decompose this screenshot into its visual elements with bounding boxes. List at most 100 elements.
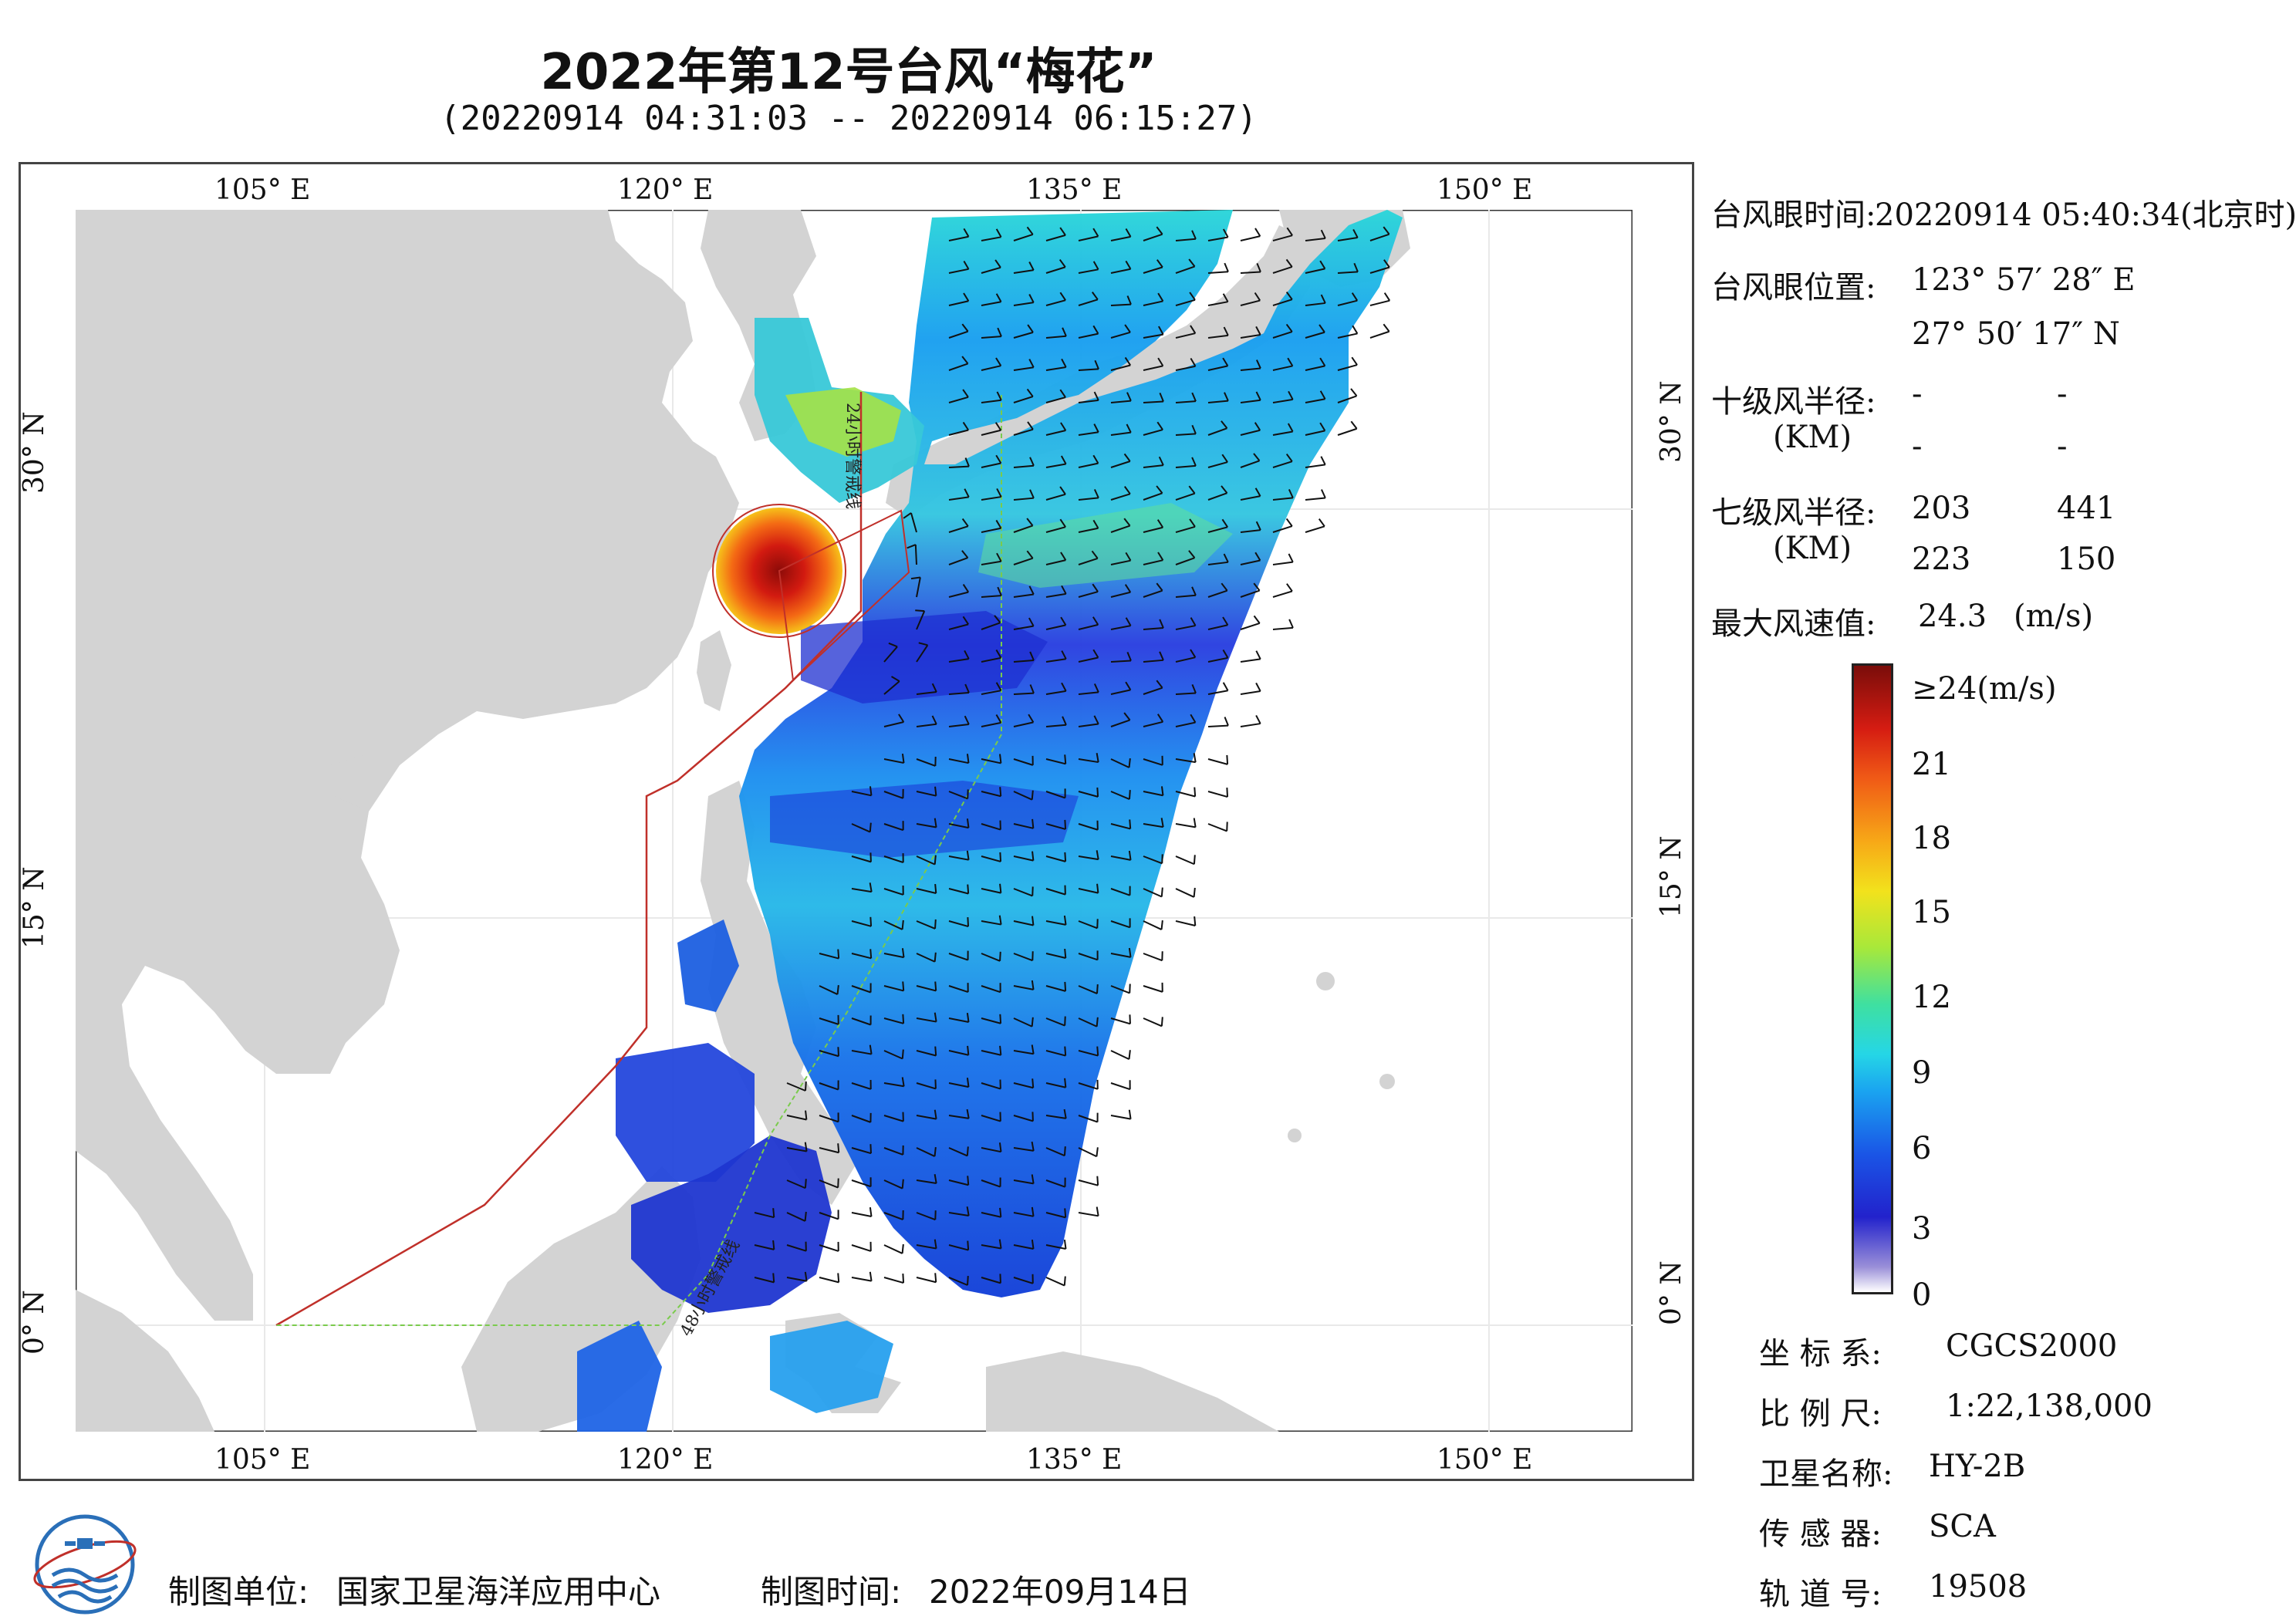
wind-barb (1272, 266, 1293, 274)
wind-barb (948, 623, 969, 630)
wind-barb-feather (1032, 851, 1035, 861)
wind-barb (981, 1212, 1001, 1218)
wind-barb-feather (1124, 356, 1132, 366)
wind-barb-feather (995, 357, 1002, 366)
wind-barb-feather (999, 1045, 1002, 1055)
wind-barb-feather (1254, 228, 1261, 237)
wind-barb (1078, 623, 1099, 630)
wind-barb-feather (1285, 453, 1293, 462)
wind-barb-feather (910, 576, 921, 580)
wind-barb-feather (869, 1206, 873, 1217)
wind-barb-feather (995, 454, 1002, 464)
land-sumatra (76, 1290, 214, 1432)
wind-barb-feather (1352, 228, 1359, 238)
wind-barb-feather (1189, 518, 1196, 528)
wind-barb (981, 527, 1001, 533)
wind-barb-feather (1221, 420, 1228, 429)
wind-barb (981, 399, 1001, 403)
wind-barb (819, 953, 839, 960)
wind-barb (819, 1179, 839, 1189)
wind-barb-feather (1029, 684, 1035, 693)
wind-barb-feather (1160, 818, 1164, 828)
wind-barb (1013, 233, 1034, 241)
wind-barb-feather (1221, 454, 1228, 463)
satellite-value: HY-2B (1929, 1449, 2026, 1484)
wind-barb (1013, 525, 1033, 533)
wind-barb (1110, 888, 1130, 896)
wind-barb-feather (869, 1271, 873, 1281)
wind-barb (883, 1082, 904, 1088)
wind-barb (1143, 720, 1163, 727)
wind-barb-feather (1129, 819, 1132, 829)
wind-barb (1207, 526, 1228, 533)
wind-barb-feather (1029, 489, 1035, 499)
wind-barb-feather (1223, 553, 1229, 563)
wind-barb (1045, 366, 1066, 371)
wind-barb (1175, 525, 1196, 533)
wind-barb (981, 336, 1002, 339)
wind-barb (1143, 888, 1163, 898)
wind-barb-feather (999, 787, 1002, 797)
wind-barb-feather (967, 884, 970, 894)
wind-barb (1240, 460, 1260, 468)
wind-barb-feather (901, 1077, 905, 1087)
wind-barb (1337, 271, 1359, 274)
wind-barb-feather (964, 715, 970, 725)
wind-barb (1013, 1179, 1034, 1185)
wind-barb (1110, 493, 1131, 501)
wind-barb (1175, 332, 1196, 339)
wind-barb-feather (1353, 262, 1359, 272)
wind-barb (851, 791, 872, 797)
wind-barb (883, 1115, 904, 1122)
wind-barb-feather (1255, 359, 1261, 369)
wind-barb-feather (1026, 518, 1034, 527)
wind-barb-feather (1188, 258, 1196, 268)
wind-barb (1110, 235, 1131, 241)
wind-barb (1110, 855, 1131, 861)
wind-barb (819, 1017, 839, 1025)
wind-barb-feather (901, 948, 905, 958)
wind-barb-feather (805, 1081, 807, 1092)
wind-barb (1272, 398, 1293, 403)
wind-barb (1045, 888, 1066, 896)
wind-barb (1272, 497, 1293, 501)
wind-barb-feather (1156, 259, 1163, 268)
wind-barb-feather (1092, 325, 1099, 335)
wind-barb-feather (1063, 1108, 1067, 1119)
wind-barb (1110, 461, 1131, 468)
wind-barb-feather (934, 855, 937, 865)
wind-barb-feather (1255, 391, 1261, 401)
wind-barb (1305, 268, 1325, 274)
r10-label: 十级风半径: (1711, 384, 1876, 420)
wind-barb (1110, 331, 1131, 339)
crs-label: 坐 标 系: (1759, 1336, 1882, 1372)
land-asia-mainland (76, 210, 739, 1321)
map-subtitle: (20220914 04:31:03 -- 20220914 06:15:27) (440, 99, 1258, 138)
wind-barb (981, 758, 1001, 764)
wind-barb-feather (1193, 887, 1196, 898)
wind-barb (916, 855, 936, 865)
wind-barb-feather (1061, 358, 1067, 368)
wind-barb (1013, 791, 1033, 801)
wind-barb-feather (869, 1144, 872, 1154)
crs-value: CGCS2000 (1946, 1328, 2118, 1364)
wind-barb (883, 1050, 903, 1060)
wind-barb (1045, 624, 1066, 630)
wind-swath-west-3 (677, 919, 739, 1012)
wind-barb-feather (1253, 453, 1261, 461)
colorbar-label-24: ≥24(m/s) (1912, 671, 2057, 707)
wind-barb-feather (967, 789, 969, 799)
wind-barb-feather (1059, 292, 1066, 301)
wind-barb (910, 512, 917, 533)
wind-barb-feather (1096, 1046, 1099, 1056)
wind-barb (1013, 1050, 1034, 1055)
wind-barb-feather (931, 683, 937, 693)
wind-barb (883, 1277, 904, 1284)
wind-barb (1013, 985, 1034, 990)
wind-barb-feather (1188, 550, 1196, 558)
wind-barb-feather (1288, 553, 1294, 563)
wind-barb (948, 557, 968, 565)
wind-barb (1045, 559, 1066, 565)
wind-barb-feather (1191, 683, 1197, 693)
wind-barb-feather (931, 715, 937, 725)
